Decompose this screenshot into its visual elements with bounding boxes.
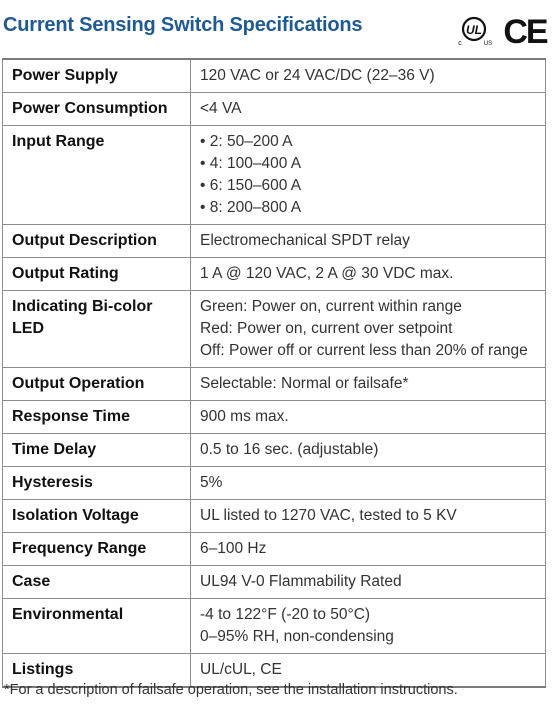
spec-value-line: Off: Power off or current less than 20% … — [200, 342, 528, 359]
spec-value: UL listed to 1270 VAC, tested to 5 KV — [190, 499, 546, 533]
spec-value-line: 5% — [200, 474, 223, 491]
ul-us-mark: US — [484, 41, 492, 47]
spec-value-line: • 4: 100–400 A — [200, 155, 302, 172]
spec-label: Environmental — [2, 598, 191, 654]
spec-row: Isolation Voltage UL listed to 1270 VAC, … — [2, 499, 546, 533]
spec-value: 120 VAC or 24 VAC/DC (22–36 V) — [190, 58, 546, 93]
spec-row: Time Delay 0.5 to 16 sec. (adjustable) — [2, 433, 546, 467]
spec-row: Listings UL/cUL, CE — [2, 653, 546, 688]
spec-value-line: UL listed to 1270 VAC, tested to 5 KV — [200, 507, 457, 524]
spec-row: Response Time 900 ms max. — [2, 400, 546, 434]
spec-value: Selectable: Normal or failsafe* — [190, 367, 546, 401]
specifications-table: Power Supply 120 VAC or 24 VAC/DC (22–36 … — [2, 58, 546, 688]
spec-value: UL/cUL, CE — [190, 653, 546, 688]
spec-value: -4 to 122°F (-20 to 50°C) 0–95% RH, non-c… — [190, 598, 546, 654]
spec-value: 0.5 to 16 sec. (adjustable) — [190, 433, 546, 467]
spec-value-line: Red: Power on, current over setpoint — [200, 320, 453, 337]
spec-label: Output Operation — [2, 367, 191, 401]
spec-row: Indicating Bi-color LED Green: Power on, … — [2, 290, 546, 368]
spec-label: Listings — [2, 653, 191, 688]
spec-value: Green: Power on, current within range Red… — [190, 290, 546, 368]
spec-value-line: • 2: 50–200 A — [200, 133, 293, 150]
spec-value-line: • 8: 200–800 A — [200, 199, 302, 216]
ul-letters: UL — [466, 23, 482, 37]
spec-value-line: 900 ms max. — [200, 408, 289, 425]
spec-row: Environmental -4 to 122°F (-20 to 50°C) 0–… — [2, 598, 546, 654]
spec-value-line: 1 A @ 120 VAC, 2 A @ 30 VDC max. — [200, 265, 454, 282]
spec-value: 1 A @ 120 VAC, 2 A @ 30 VDC max. — [190, 257, 546, 291]
ce-letters: CE — [503, 13, 548, 48]
page-title: Current Sensing Switch Specifications — [3, 14, 363, 36]
spec-row: Case UL94 V-0 Flammability Rated — [2, 565, 546, 599]
spec-row: Power Consumption <4 VA — [2, 92, 546, 126]
spec-value-line: UL94 V-0 Flammability Rated — [200, 573, 402, 590]
spec-value-line: 0.5 to 16 sec. (adjustable) — [200, 441, 379, 458]
specifications-table-body: Power Supply 120 VAC or 24 VAC/DC (22–36 … — [2, 58, 546, 688]
spec-value-line: • 6: 150–600 A — [200, 177, 302, 194]
spec-row: Frequency Range 6–100 Hz — [2, 532, 546, 566]
spec-row: Hysteresis 5% — [2, 466, 546, 500]
spec-row: Output Operation Selectable: Normal or fa… — [2, 367, 546, 401]
spec-value: 900 ms max. — [190, 400, 546, 434]
spec-label: Output Rating — [2, 257, 191, 291]
ul-c-mark: c — [458, 40, 462, 47]
spec-value-line: Electromechanical SPDT relay — [200, 232, 410, 249]
spec-label: Isolation Voltage — [2, 499, 191, 533]
ul-listed-icon: UL c US — [458, 16, 492, 47]
spec-label: Frequency Range — [2, 532, 191, 566]
spec-label: Response Time — [2, 400, 191, 434]
spec-value-line: -4 to 122°F (-20 to 50°C) — [200, 606, 371, 623]
spec-row: Power Supply 120 VAC or 24 VAC/DC (22–36 … — [2, 58, 546, 93]
spec-value-line: 0–95% RH, non-condensing — [200, 628, 394, 645]
spec-value: 5% — [190, 466, 546, 500]
spec-value: UL94 V-0 Flammability Rated — [190, 565, 546, 599]
certification-logos: UL c US CE — [455, 12, 555, 52]
spec-value-line: 6–100 Hz — [200, 540, 267, 557]
spec-value-line: UL/cUL, CE — [200, 661, 282, 678]
spec-value-line: <4 VA — [200, 100, 242, 117]
spec-row: Output Rating 1 A @ 120 VAC, 2 A @ 30 VDC… — [2, 257, 546, 291]
spec-label: Input Range — [2, 125, 191, 225]
spec-value-line: Green: Power on, current within range — [200, 298, 462, 315]
spec-label: Hysteresis — [2, 466, 191, 500]
spec-value: <4 VA — [190, 92, 546, 126]
spec-value-line: 120 VAC or 24 VAC/DC (22–36 V) — [200, 67, 435, 84]
spec-label: Output Description — [2, 224, 191, 258]
footnote: *For a description of failsafe operation… — [4, 682, 458, 698]
spec-value-line: Selectable: Normal or failsafe* — [200, 375, 409, 392]
spec-label: Indicating Bi-color LED — [2, 290, 191, 368]
header: Current Sensing Switch Specifications UL… — [0, 0, 560, 58]
spec-value: 6–100 Hz — [190, 532, 546, 566]
spec-value: • 2: 50–200 A • 4: 100–400 A • 6: 150–600 … — [190, 125, 546, 225]
spec-label: Power Supply — [2, 58, 191, 93]
spec-value: Electromechanical SPDT relay — [190, 224, 546, 258]
ce-mark-icon: CE — [503, 13, 550, 48]
spec-label: Case — [2, 565, 191, 599]
spec-label: Time Delay — [2, 433, 191, 467]
spec-row: Input Range • 2: 50–200 A • 4: 100–400 A • … — [2, 125, 546, 225]
spec-label: Power Consumption — [2, 92, 191, 126]
spec-row: Output Description Electromechanical SPDT… — [2, 224, 546, 258]
